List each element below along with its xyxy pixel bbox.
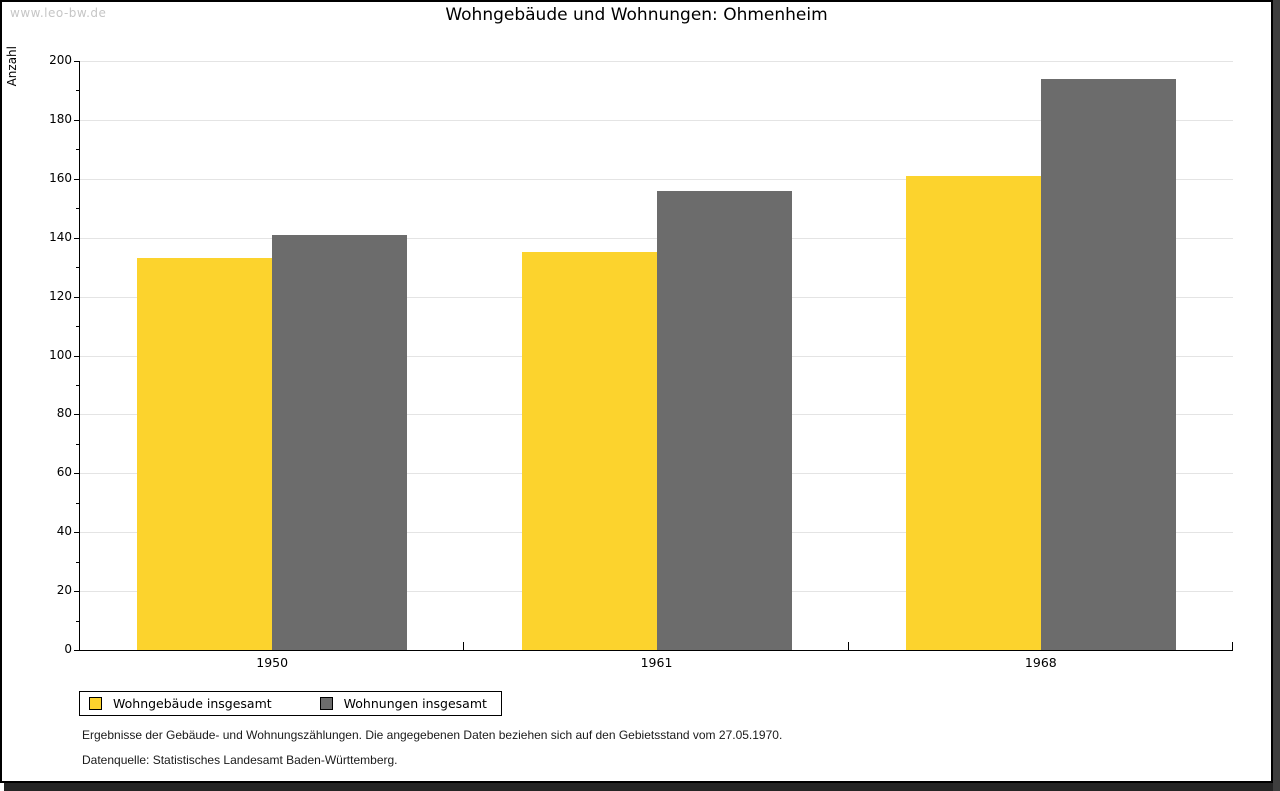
y-axis-label: Anzahl bbox=[5, 46, 19, 87]
y-tick-label-40: 40 bbox=[56, 524, 72, 539]
y-major-tick-80 bbox=[74, 414, 80, 416]
y-tick-label-0: 0 bbox=[64, 642, 72, 656]
footnote-line-2: Datenquelle: Statistisches Landesamt Bad… bbox=[82, 753, 398, 767]
y-major-tick-40 bbox=[74, 532, 80, 534]
chart-title: Wohngebäude und Wohnungen: Ohmenheim bbox=[445, 5, 828, 25]
y-major-tick-100 bbox=[74, 355, 80, 357]
gridline-160 bbox=[80, 178, 1233, 180]
y-major-tick-120 bbox=[74, 296, 80, 298]
y-tick-label-200: 200 bbox=[49, 53, 72, 67]
bar-1968-wohnungen bbox=[1040, 78, 1176, 650]
y-tick-label-160: 160 bbox=[49, 170, 72, 185]
bar-1950-wohnungen bbox=[272, 234, 408, 650]
legend-label: Wohnungen insgesamt bbox=[343, 696, 487, 711]
y-major-tick-200 bbox=[74, 61, 80, 62]
bar-1961-wohngebaeude bbox=[521, 252, 657, 650]
x-tick-label-1950: 1950 bbox=[256, 655, 289, 670]
frame-shadow-right bbox=[1273, 0, 1280, 791]
legend-item-wohngebaeude: Wohngebäude insgesamt bbox=[89, 696, 272, 711]
x-category-separator-2 bbox=[847, 642, 849, 650]
y-tick-label-100: 100 bbox=[49, 347, 72, 362]
y-tick-label-20: 20 bbox=[56, 583, 72, 598]
y-minor-tick-90 bbox=[76, 384, 80, 386]
x-category-separator-3 bbox=[1232, 642, 1233, 650]
y-minor-tick-170 bbox=[76, 149, 80, 151]
y-minor-tick-130 bbox=[76, 267, 80, 269]
legend-label: Wohngebäude insgesamt bbox=[113, 696, 272, 711]
y-major-tick-0 bbox=[74, 650, 80, 651]
bar-1968-wohngebaeude bbox=[905, 175, 1041, 650]
frame-shadow-bottom bbox=[4, 783, 1273, 791]
y-major-tick-180 bbox=[74, 119, 80, 121]
x-category-separator-1 bbox=[463, 642, 465, 650]
y-minor-tick-190 bbox=[76, 90, 80, 92]
bar-1950-wohngebaeude bbox=[137, 258, 273, 650]
footnote-line-1: Ergebnisse der Gebäude- und Wohnungszähl… bbox=[82, 728, 783, 742]
y-tick-label-80: 80 bbox=[56, 406, 72, 421]
legend-swatch-icon bbox=[89, 697, 102, 710]
bar-1961-wohnungen bbox=[656, 190, 792, 650]
y-tick-label-180: 180 bbox=[49, 111, 72, 126]
y-minor-tick-30 bbox=[76, 561, 80, 563]
y-minor-tick-50 bbox=[76, 502, 80, 504]
legend-swatch-icon bbox=[319, 697, 333, 710]
y-tick-label-60: 60 bbox=[56, 465, 72, 480]
x-tick-label-1968: 1968 bbox=[1024, 655, 1057, 670]
y-minor-tick-110 bbox=[76, 326, 80, 328]
y-minor-tick-10 bbox=[76, 620, 80, 622]
y-tick-label-120: 120 bbox=[49, 288, 72, 303]
y-minor-tick-150 bbox=[76, 208, 80, 210]
legend-item-wohnungen: Wohnungen insgesamt bbox=[319, 696, 487, 711]
y-major-tick-20 bbox=[74, 591, 80, 593]
y-major-tick-140 bbox=[74, 237, 80, 239]
legend: Wohngebäude insgesamt Wohnungen insgesamt bbox=[79, 691, 502, 716]
y-major-tick-60 bbox=[74, 473, 80, 475]
x-tick-label-1961: 1961 bbox=[640, 655, 673, 670]
y-tick-label-140: 140 bbox=[49, 229, 72, 244]
plot-area: 0 20 40 60 80 100 120 140 160 180 200 1950 1961 1968 bbox=[49, 53, 1233, 670]
y-minor-tick-70 bbox=[76, 443, 80, 445]
gridline-200 bbox=[80, 61, 1233, 62]
y-major-tick-160 bbox=[74, 178, 80, 180]
watermark: www.leo-bw.de bbox=[10, 6, 107, 20]
gridline-180 bbox=[80, 119, 1233, 121]
